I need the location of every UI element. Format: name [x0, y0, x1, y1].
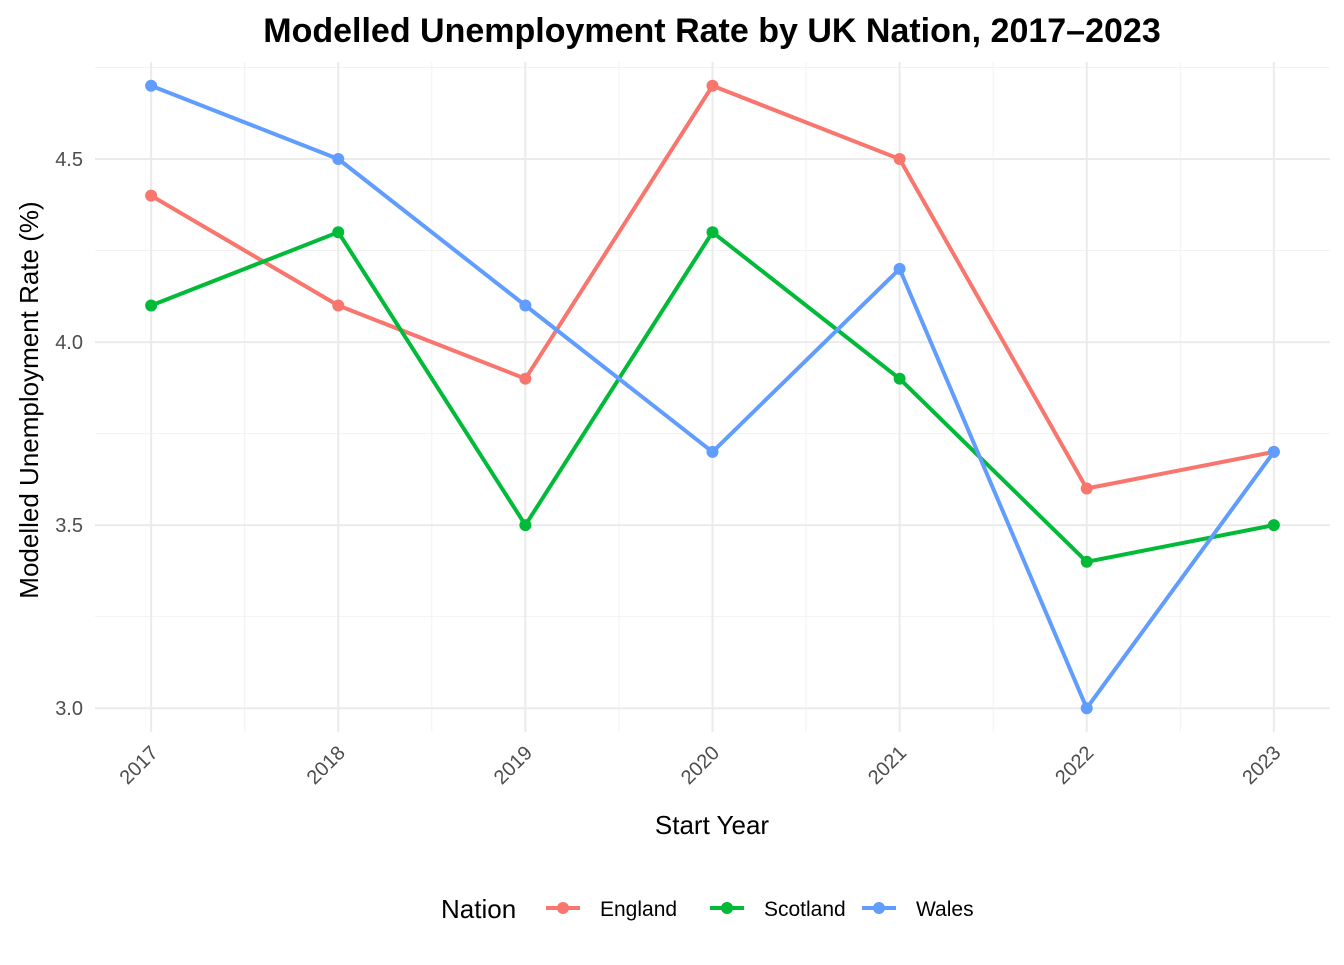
data-point-england — [1080, 482, 1093, 495]
x-tick-label: 2018 — [303, 742, 350, 789]
series-lines — [145, 79, 1280, 715]
y-axis-ticks: 3.0 3.5 4.0 4.5 — [55, 149, 83, 720]
data-point-scotland — [519, 519, 532, 532]
legend-label: Scotland — [764, 898, 846, 921]
data-point-wales — [145, 79, 158, 92]
legend-label: England — [600, 898, 677, 921]
chart-title: Modelled Unemployment Rate by UK Nation,… — [263, 12, 1160, 50]
data-point-england — [519, 372, 532, 385]
legend-item-england: England — [546, 898, 677, 921]
data-point-wales — [1080, 702, 1093, 715]
data-point-england — [893, 153, 906, 166]
legend-item-scotland: Scotland — [710, 898, 846, 921]
legend-title: Nation — [441, 894, 516, 924]
y-tick-label: 3.0 — [55, 698, 83, 720]
x-tick-label: 2023 — [1238, 742, 1285, 789]
legend-key-point — [721, 902, 733, 914]
y-tick-label: 4.5 — [55, 149, 83, 171]
legend-key-point — [557, 902, 569, 914]
legend-key-point — [873, 902, 885, 914]
x-tick-label: 2021 — [864, 742, 911, 789]
data-point-wales — [519, 299, 532, 312]
x-tick-label: 2017 — [116, 742, 163, 789]
x-axis-title: Start Year — [655, 810, 770, 840]
data-point-wales — [706, 445, 719, 458]
data-point-scotland — [1267, 519, 1280, 532]
y-tick-label: 3.5 — [55, 515, 83, 537]
data-point-scotland — [1080, 555, 1093, 568]
data-point-scotland — [893, 372, 906, 385]
y-axis-title: Modelled Unemployment Rate (%) — [14, 201, 44, 598]
data-point-scotland — [706, 226, 719, 239]
data-point-wales — [1267, 445, 1280, 458]
data-point-england — [145, 189, 158, 202]
data-point-scotland — [145, 299, 158, 312]
x-tick-label: 2020 — [677, 742, 724, 789]
x-axis-ticks: 2017 2018 2019 2020 2021 2022 2023 — [116, 742, 1286, 789]
data-point-wales — [893, 262, 906, 275]
data-point-scotland — [332, 226, 345, 239]
legend-item-wales: Wales — [862, 898, 974, 921]
x-tick-label: 2022 — [1051, 742, 1098, 789]
grid-lines — [95, 62, 1330, 732]
legend-label: Wales — [916, 898, 974, 921]
y-tick-label: 4.0 — [55, 332, 83, 354]
data-point-wales — [332, 153, 345, 166]
data-point-england — [706, 79, 719, 92]
data-point-england — [332, 299, 345, 312]
legend: Nation England Scotland Wales — [441, 894, 974, 924]
x-tick-label: 2019 — [490, 742, 537, 789]
